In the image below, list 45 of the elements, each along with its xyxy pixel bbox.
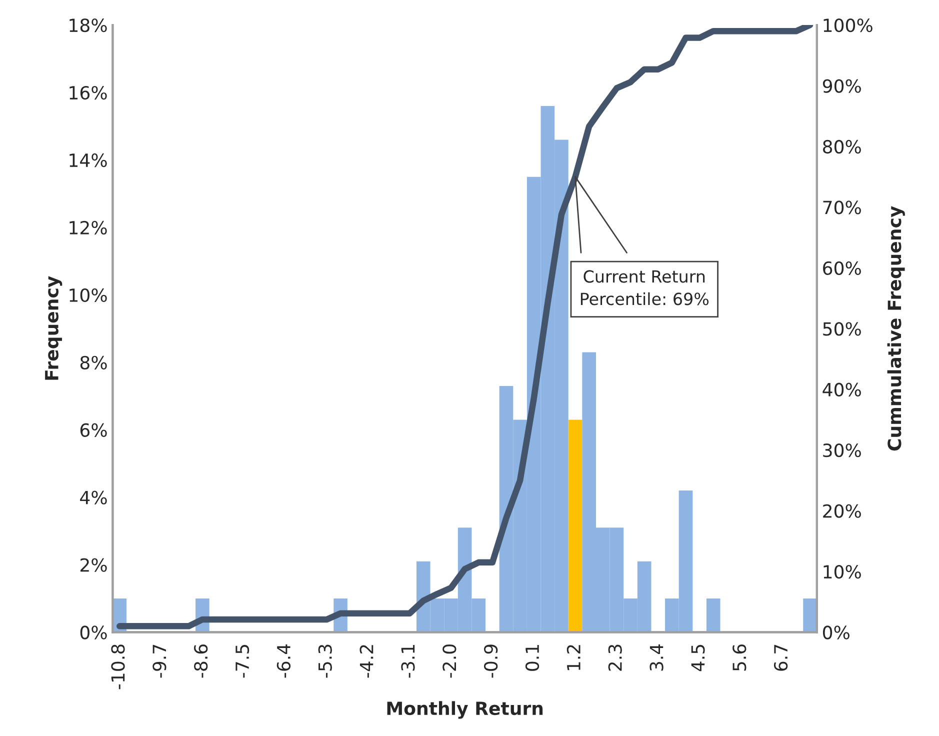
x-tick-label: 2.3 xyxy=(608,644,622,671)
x-tick-label: -5.3 xyxy=(318,644,332,678)
y-tick-label: 6% xyxy=(80,423,107,437)
y-tick-label: 18% xyxy=(70,18,107,32)
x-tick-label: 4.5 xyxy=(691,644,705,672)
y-tick-label: 4% xyxy=(80,490,107,504)
y-tick-label: 10% xyxy=(70,288,107,302)
y-tick-label: 8% xyxy=(80,356,107,370)
x-tick-label: -8.6 xyxy=(194,644,208,678)
x-tick-label: -7.5 xyxy=(236,644,250,678)
y-tick-label: 12% xyxy=(70,220,107,235)
y-tick-label: 0% xyxy=(80,626,107,640)
x-tick-label: 1.2 xyxy=(566,645,580,670)
y2-tick-label: 100% xyxy=(824,18,872,32)
x-tick-label: -6.4 xyxy=(276,644,291,678)
y2-axis-title: Cummulative Frequency xyxy=(887,206,905,451)
y2-tick-label: 80% xyxy=(823,140,861,154)
bar xyxy=(706,598,720,632)
y-tick-label: 16% xyxy=(70,86,107,100)
x-tick-label: 3.4 xyxy=(650,644,664,671)
y-tick-label: 14% xyxy=(70,153,107,168)
x-tick-label: 0.1 xyxy=(525,645,540,671)
y-tick-label: 2% xyxy=(80,558,107,572)
y2-tick-label: 0% xyxy=(822,626,850,640)
y2-tick-label: 30% xyxy=(823,444,861,458)
bar xyxy=(803,598,817,632)
x-tick-label: -4.2 xyxy=(360,645,374,678)
annotation: Current Return Percentile: 69% xyxy=(580,270,709,306)
y2-tick-label: 40% xyxy=(822,382,861,396)
x-tick-label: -9.7 xyxy=(152,644,166,678)
y2-tick-label: 60% xyxy=(823,261,861,276)
y2-tick-label: 90% xyxy=(822,79,861,93)
y2-tick-label: 70% xyxy=(823,200,861,214)
x-tick-label: -2.0 xyxy=(442,644,456,678)
x-tick-label: -10.8 xyxy=(111,644,125,690)
x-tick-label: -0.9 xyxy=(484,644,498,678)
x-tick-label: -3.1 xyxy=(401,645,415,678)
x-axis-title: Monthly Return xyxy=(387,701,543,719)
x-tick-label: 6.7 xyxy=(774,644,788,671)
y2-tick-label: 50% xyxy=(823,322,861,336)
y-axis-title: Frequency xyxy=(45,276,62,380)
bar xyxy=(568,420,582,632)
x-tick-label: 5.6 xyxy=(732,644,746,671)
y2-tick-label: 10% xyxy=(824,564,861,579)
y2-tick-label: 20% xyxy=(823,504,861,518)
